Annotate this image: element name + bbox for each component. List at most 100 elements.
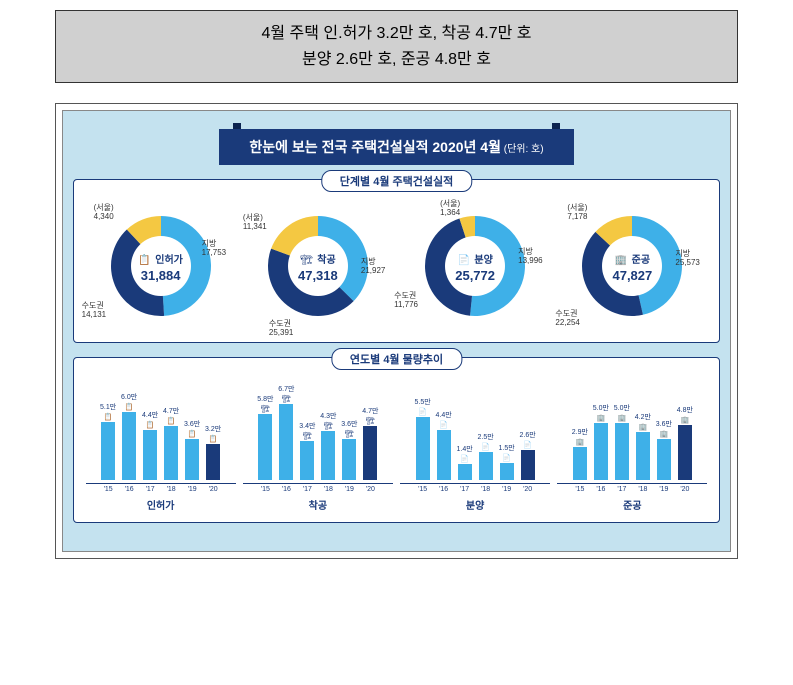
bar-value: 1.5만 xyxy=(499,443,515,453)
bar-value: 2.9만 xyxy=(572,427,588,437)
year-label: '17 xyxy=(613,486,631,493)
bar-value: 4.2만 xyxy=(635,412,651,422)
donut-seg-label: 수도권22,254 xyxy=(555,310,579,328)
bar-icon: 📄 xyxy=(481,444,490,451)
year-label: '16 xyxy=(592,486,610,493)
donut-인허가: (서울)4,340수도권14,131지방17,753 📋 인허가 31,884 xyxy=(86,202,236,332)
year-label: '19 xyxy=(340,486,358,493)
ribbon-prefix: 한눈에 보는 xyxy=(249,139,317,155)
bar-chart: 2.9만 🏢 5.0만 🏢 5.0만 🏢 4.2만 🏢 3.6만 🏢 4.8만 … xyxy=(557,380,707,480)
donut-name: 준공 xyxy=(632,255,650,266)
bar-value: 4.7만 xyxy=(362,406,378,416)
bar-item: 3.6만 🏗 xyxy=(340,419,358,480)
year-label: '15 xyxy=(571,486,589,493)
donut-total: 47,318 xyxy=(283,268,353,283)
bar xyxy=(363,426,377,480)
bar xyxy=(300,441,314,480)
bar-icon: 📋 xyxy=(125,404,134,411)
bar-item: 4.2만 🏢 xyxy=(634,412,652,480)
title-ribbon: 한눈에 보는 전국 주택건설실적 2020년 4월 (단위: 호) xyxy=(219,129,573,165)
bar-axis: '15'16'17'18'19'20 xyxy=(86,483,236,493)
bar xyxy=(206,444,220,481)
header-line-2: 분양 2.6만 호, 준공 4.8만 호 xyxy=(56,47,737,73)
year-label: '20 xyxy=(676,486,694,493)
bar xyxy=(657,439,671,480)
donut-seg-label: (서울)1,364 xyxy=(440,200,460,218)
bar-axis: '15'16'17'18'19'20 xyxy=(557,483,707,493)
donut-total: 31,884 xyxy=(126,268,196,283)
bar-value: 4.4만 xyxy=(436,410,452,420)
bar-icon: 🏗 xyxy=(282,396,291,403)
bar-group-title: 분양 xyxy=(400,497,550,512)
bar-icon: 🏗 xyxy=(324,423,333,430)
bar-group-title: 준공 xyxy=(557,497,707,512)
donut-icon: 🏢 xyxy=(615,255,627,266)
bar xyxy=(678,425,692,480)
donut-name: 인허가 xyxy=(155,255,183,266)
ribbon-unit: (단위: 호) xyxy=(501,144,544,155)
bar-icon: 🏗 xyxy=(261,406,270,413)
bar-value: 3.4만 xyxy=(299,421,315,431)
bar-group-인허가: 5.1만 📋 6.0만 📋 4.4만 📋 4.7만 📋 3.6만 📋 3.2만 … xyxy=(86,380,236,512)
bar-value: 4.8만 xyxy=(677,405,693,415)
bar xyxy=(258,414,272,480)
bar-icon: 📋 xyxy=(209,436,218,443)
donut-seg-label: (서울)11,341 xyxy=(243,214,267,232)
year-label: '19 xyxy=(498,486,516,493)
bar xyxy=(185,439,199,480)
trend-section-label: 연도별 4월 물량추이 xyxy=(331,348,462,370)
bar-item: 1.4만 📄 xyxy=(456,444,474,480)
year-label: '16 xyxy=(435,486,453,493)
infographic-panel: 한눈에 보는 전국 주택건설실적 2020년 4월 (단위: 호) 단계별 4월… xyxy=(62,110,731,552)
bar-item: 4.8만 🏢 xyxy=(676,405,694,480)
bar-item: 5.8만 🏗 xyxy=(256,394,274,480)
year-label: '16 xyxy=(277,486,295,493)
bar-icon: 📄 xyxy=(418,409,427,416)
bar-icon: 🏢 xyxy=(660,431,669,438)
bar-chart: 5.5만 📄 4.4만 📄 1.4만 📄 2.5만 📄 1.5만 📄 2.6만 … xyxy=(400,380,550,480)
donut-icon: 📄 xyxy=(457,255,469,266)
year-label: '18 xyxy=(162,486,180,493)
bar-icon: 📄 xyxy=(502,455,511,462)
year-label: '19 xyxy=(655,486,673,493)
year-label: '17 xyxy=(456,486,474,493)
bar-item: 5.0만 🏢 xyxy=(613,403,631,480)
year-label: '20 xyxy=(361,486,379,493)
donut-name: 분양 xyxy=(474,255,492,266)
bar xyxy=(342,439,356,480)
donut-seg-label: (서울)7,178 xyxy=(567,204,587,222)
bar-item: 1.5만 📄 xyxy=(498,443,516,480)
donut-icon: 📋 xyxy=(138,255,150,266)
bar-value: 2.5만 xyxy=(478,432,494,442)
bar-chart: 5.1만 📋 6.0만 📋 4.4만 📋 4.7만 📋 3.6만 📋 3.2만 … xyxy=(86,380,236,480)
donut-total: 47,827 xyxy=(597,268,667,283)
bar xyxy=(122,412,136,481)
trend-section: 연도별 4월 물량추이 5.1만 📋 6.0만 📋 4.4만 📋 4.7만 📋 … xyxy=(73,357,720,523)
bar-icon: 📋 xyxy=(188,431,197,438)
bar-chart: 5.8만 🏗 6.7만 🏗 3.4만 🏗 4.3만 🏗 3.6만 🏗 4.7만 … xyxy=(243,380,393,480)
donut-seg-label: 지방17,753 xyxy=(202,240,226,258)
bar xyxy=(458,464,472,480)
bar-item: 4.3만 🏗 xyxy=(319,411,337,480)
bar-item: 2.5만 📄 xyxy=(477,432,495,481)
bar-group-준공: 2.9만 🏢 5.0만 🏢 5.0만 🏢 4.2만 🏢 3.6만 🏢 4.8만 … xyxy=(557,380,707,512)
bar-icon: 🏗 xyxy=(345,431,354,438)
header-summary: 4월 주택 인.허가 3.2만 호, 착공 4.7만 호 분양 2.6만 호, … xyxy=(55,10,738,83)
bar-group-착공: 5.8만 🏗 6.7만 🏗 3.4만 🏗 4.3만 🏗 3.6만 🏗 4.7만 … xyxy=(243,380,393,512)
bar-item: 6.7만 🏗 xyxy=(277,384,295,481)
bar-item: 2.9만 🏢 xyxy=(571,427,589,480)
donut-seg-label: 지방25,573 xyxy=(675,250,699,268)
bar-value: 6.0만 xyxy=(121,392,137,402)
bar xyxy=(615,423,629,480)
donut-분양: (서울)1,364수도권11,776지방13,996 📄 분양 25,772 xyxy=(400,202,550,332)
header-line-1: 4월 주택 인.허가 3.2만 호, 착공 4.7만 호 xyxy=(56,21,737,47)
year-label: '20 xyxy=(204,486,222,493)
bar-item: 3.2만 📋 xyxy=(204,424,222,481)
year-label: '15 xyxy=(414,486,432,493)
donut-name: 착공 xyxy=(317,255,335,266)
donut-center: 🏗 착공 47,318 xyxy=(283,250,353,283)
bar-item: 5.1만 📋 xyxy=(99,402,117,480)
bar-value: 3.2만 xyxy=(205,424,221,434)
bar-icon: 📋 xyxy=(146,422,155,429)
bar-item: 3.4만 🏗 xyxy=(298,421,316,480)
